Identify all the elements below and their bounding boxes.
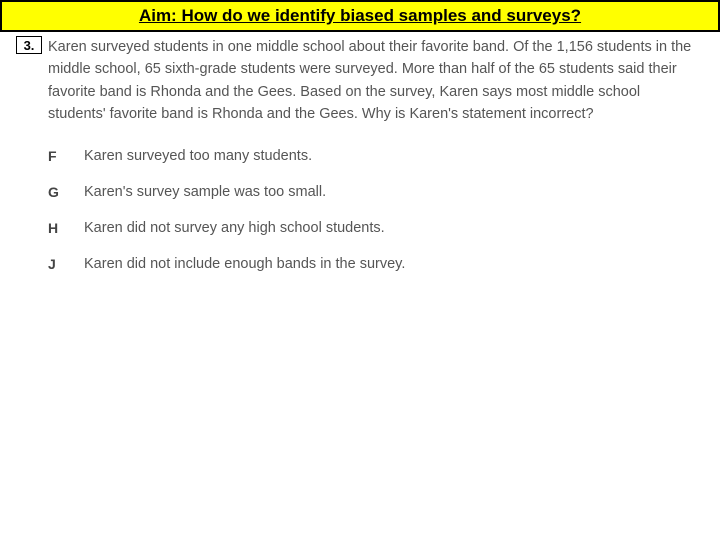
option-row: G Karen's survey sample was too small. — [48, 184, 720, 200]
option-text: Karen surveyed too many students. — [84, 148, 312, 164]
option-letter: G — [48, 184, 84, 200]
option-row: H Karen did not survey any high school s… — [48, 220, 720, 236]
option-letter: F — [48, 148, 84, 164]
option-row: F Karen surveyed too many students. — [48, 148, 720, 164]
option-letter: J — [48, 256, 84, 272]
option-text: Karen's survey sample was too small. — [84, 184, 326, 200]
header-bar: Aim: How do we identify biased samples a… — [0, 0, 720, 32]
question-content: 3. Karen surveyed students in one middle… — [0, 32, 720, 272]
option-row: J Karen did not include enough bands in … — [48, 256, 720, 272]
aim-title: Aim: How do we identify biased samples a… — [139, 6, 581, 25]
question-number: 3. — [24, 38, 35, 53]
option-letter: H — [48, 220, 84, 236]
option-text: Karen did not include enough bands in th… — [84, 256, 405, 272]
option-text: Karen did not survey any high school stu… — [84, 220, 385, 236]
options-list: F Karen surveyed too many students. G Ka… — [48, 148, 720, 272]
question-prompt: Karen surveyed students in one middle sc… — [48, 36, 700, 126]
question-number-box: 3. — [16, 36, 42, 54]
